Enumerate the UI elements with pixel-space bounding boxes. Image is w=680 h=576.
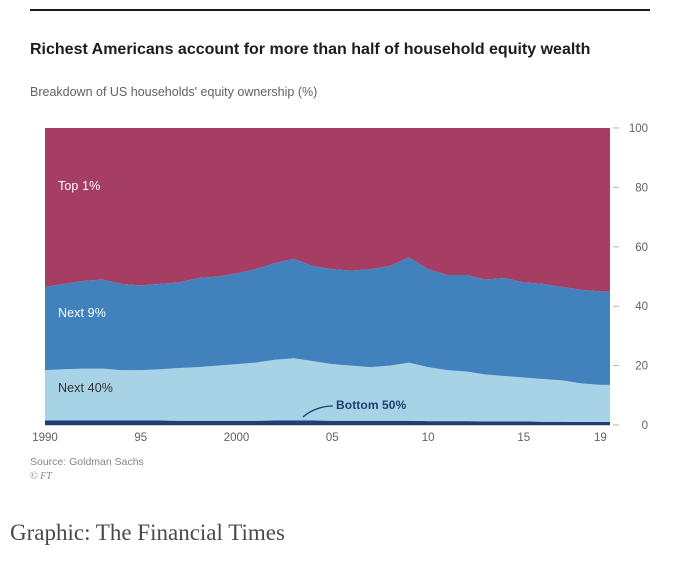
y-axis-label: 80	[635, 182, 648, 194]
graphic-credit: Graphic: The Financial Times	[10, 520, 285, 545]
x-axis-label: 19	[594, 432, 607, 444]
series-label-next-40pct: Next 40%	[58, 381, 113, 395]
series-label-next-9pct: Next 9%	[58, 306, 106, 320]
area-next-9	[45, 257, 610, 385]
top-rule	[30, 9, 650, 11]
chart-title: Richest Americans account for more than …	[30, 41, 591, 58]
chart-subtitle: Breakdown of US households' equity owner…	[30, 85, 318, 99]
area-bottom-50	[45, 420, 610, 425]
x-axis-label: 2000	[224, 432, 250, 444]
x-axis-label: 10	[422, 432, 435, 444]
area-next-40	[45, 358, 610, 422]
bottom-50-callout-line	[302, 405, 334, 418]
y-axis-label: 20	[635, 361, 648, 373]
y-axis-label: 60	[635, 242, 648, 254]
x-axis-label: 05	[326, 432, 339, 444]
source-text: Source: Goldman Sachs	[30, 456, 144, 468]
x-axis-label: 1990	[32, 432, 58, 444]
y-axis-label: 40	[635, 301, 648, 313]
x-axis-label: 95	[134, 432, 147, 444]
ft-copyright: © FT	[30, 471, 52, 482]
x-axis-label: 15	[517, 432, 530, 444]
series-label-top-1pct: Top 1%	[58, 179, 101, 193]
series-label-bottom-50pct: Bottom 50%	[336, 398, 407, 412]
y-axis-label: 0	[642, 420, 648, 432]
area-top-1	[45, 128, 610, 292]
y-axis-label: 100	[629, 123, 648, 135]
